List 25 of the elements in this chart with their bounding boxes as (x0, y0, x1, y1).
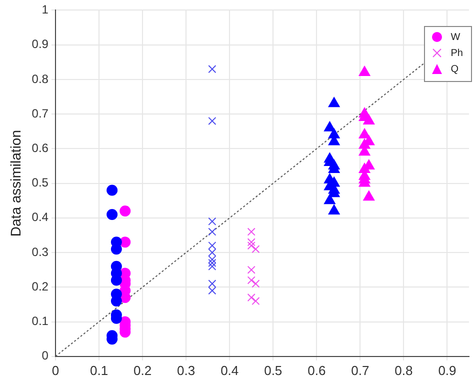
y-tick-label: 0.1 (32, 314, 49, 328)
x-tick-label: 0.5 (264, 362, 282, 378)
y-tick-label: 0.3 (32, 244, 49, 259)
x-tick-label: 0.1 (90, 362, 108, 378)
legend-label: Q (450, 64, 459, 75)
y-tick-label: 0.2 (32, 279, 49, 294)
x-tick-label: 0.3 (177, 362, 196, 378)
y-tick-label: 0 (42, 348, 49, 363)
legend-label: Ph (450, 48, 463, 59)
y-tick-label: 0.6 (32, 140, 49, 155)
x-tick-label: 0.4 (220, 362, 239, 378)
x-tick-label: 0 (52, 362, 60, 378)
y-tick-label: 0.4 (32, 210, 49, 224)
x-tick-label: 0.7 (351, 362, 370, 378)
y-tick-label: 0.5 (32, 176, 49, 190)
x-tick-label: 0.6 (308, 362, 326, 378)
y-tick-label: 0.7 (32, 106, 49, 120)
y-tick-label: 0.9 (32, 37, 49, 52)
y-tick-label: 1 (42, 2, 49, 17)
x-tick-label: 0.9 (438, 362, 456, 378)
y-axis-title: Data assimilation (7, 130, 24, 237)
y-tick-label: 0.8 (32, 72, 49, 86)
x-tick-label: 0.2 (134, 362, 152, 378)
legend-label: W (450, 32, 460, 43)
x-tick-label: 0.8 (394, 362, 413, 378)
